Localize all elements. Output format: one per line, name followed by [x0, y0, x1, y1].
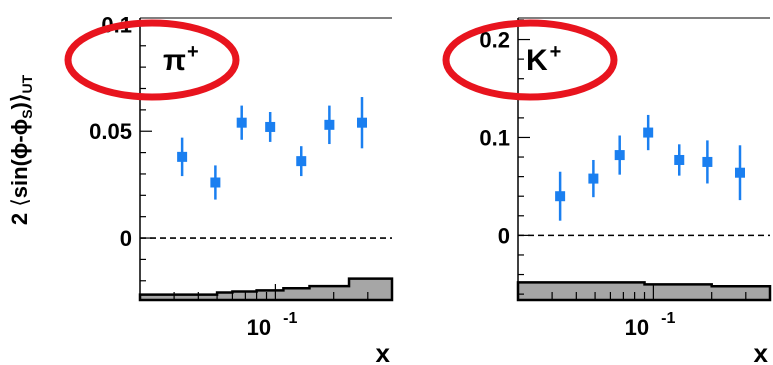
data-marker [555, 191, 566, 202]
data-point [236, 105, 247, 140]
data-point [324, 105, 335, 145]
data-point [674, 144, 685, 176]
y-tick-label: 0 [498, 223, 510, 248]
data-point [356, 97, 367, 149]
highlight-ellipse [442, 19, 618, 101]
y-axis-title-bracket: ⟨ [7, 198, 32, 207]
panel-k-plus: 00.10.210 -1xK + [442, 17, 772, 365]
data-marker [734, 167, 745, 178]
data-point [734, 145, 745, 201]
x-axis-title: x [754, 338, 769, 365]
data-point [643, 114, 654, 151]
x-tick-label: 10 -1 [625, 310, 676, 340]
data-point [614, 135, 625, 175]
panel-label: π+ [163, 41, 199, 77]
data-marker [356, 117, 367, 128]
data-point [555, 171, 566, 221]
data-marker [702, 156, 713, 167]
data-marker [177, 151, 188, 162]
data-point [177, 137, 188, 177]
data-point [588, 159, 599, 198]
y-axis-title-close: )⟩ [7, 94, 32, 110]
data-marker [236, 117, 247, 128]
data-marker [588, 173, 599, 184]
x-tick-exponent: -1 [661, 310, 675, 327]
y-axis-title-prefix: 2 [7, 207, 32, 225]
y-axis-title-subscript-s: S [19, 109, 35, 118]
x-tick-label: 10 -1 [247, 310, 298, 340]
panel-pi-plus: 00.050.110 -1xπ+ [64, 12, 394, 365]
panel-label: K + [526, 41, 561, 77]
panel-label-charge: + [187, 41, 199, 63]
data-marker [614, 150, 625, 161]
panel-label-charge: + [550, 41, 562, 63]
data-marker [324, 119, 335, 130]
data-marker [296, 156, 307, 167]
svg-text:2 ⟨sin(ϕ-ϕS)⟩UT: 2 ⟨sin(ϕ-ϕS)⟩UT [7, 74, 35, 225]
data-marker [210, 177, 221, 188]
highlight-ellipse [64, 19, 240, 101]
data-marker [674, 154, 685, 165]
data-marker [265, 121, 276, 132]
x-tick-base: 10 [625, 315, 649, 340]
data-point [210, 165, 221, 200]
y-axis-title-subscript-ut: UT [19, 74, 35, 93]
data-marker [643, 127, 654, 138]
data-point [296, 146, 307, 177]
y-tick-label: 0 [120, 226, 132, 251]
data-point [265, 112, 276, 142]
panel-label-particle: K [526, 44, 548, 77]
y-tick-label: 0.1 [479, 125, 510, 150]
x-tick-exponent: -1 [283, 310, 297, 327]
y-axis-title-expression: sin(ϕ-ϕ [7, 119, 32, 198]
panel-label-particle: π [163, 44, 186, 77]
data-point [702, 140, 713, 184]
x-axis-title: x [376, 338, 391, 365]
x-tick-base: 10 [247, 315, 271, 340]
y-axis-title: 2 ⟨sin(ϕ-ϕS)⟩UT [7, 74, 35, 225]
y-tick-label: 0.05 [89, 119, 132, 144]
